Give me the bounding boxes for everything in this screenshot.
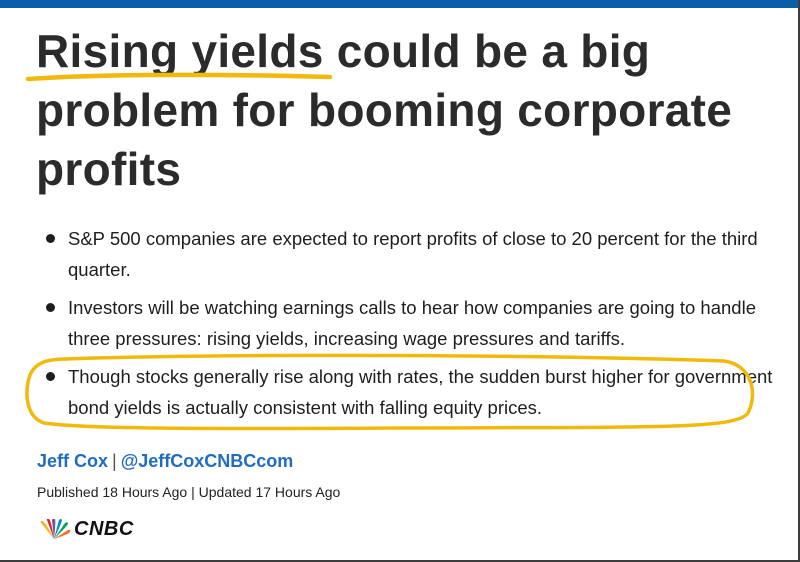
cnbc-wordmark: CNBC	[74, 518, 134, 540]
byline: Jeff Cox | @JeffCoxCNBCcom	[37, 451, 293, 472]
timestamps: Published 18 Hours Ago | Updated 17 Hour…	[37, 484, 340, 500]
headline-underlined-phrase: Rising yields	[25, 22, 333, 82]
key-point-text: Investors will be watching earnings call…	[68, 297, 756, 349]
frame-border-right	[798, 0, 800, 562]
key-point-text: S&P 500 companies are expected to report…	[68, 228, 758, 280]
author-twitter-link[interactable]: @JeffCoxCNBCcom	[120, 451, 294, 471]
bullet-dot-icon	[46, 234, 55, 243]
yellow-underline-annotation	[25, 72, 333, 82]
headline: Rising yields could be a big problem for…	[25, 22, 788, 199]
key-point-text: Though stocks generally rise along with …	[68, 366, 773, 418]
bullet-dot-icon	[46, 303, 55, 312]
timestamp-separator: |	[191, 484, 195, 500]
top-bar	[0, 0, 800, 8]
key-point-highlighted: Though stocks generally rise along with …	[42, 361, 792, 423]
key-point: Investors will be watching earnings call…	[42, 292, 792, 354]
key-points-list: S&P 500 companies are expected to report…	[42, 223, 792, 423]
bullet-dot-icon	[46, 372, 55, 381]
nbc-peacock-icon	[40, 518, 71, 539]
published-time: Published 18 Hours Ago	[37, 484, 188, 500]
headline-text: could be a big problem for booming corpo…	[36, 25, 733, 195]
headline-underlined-text: Rising yields	[36, 25, 324, 77]
cnbc-logo: CNBC	[36, 518, 134, 541]
key-point: S&P 500 companies are expected to report…	[42, 223, 792, 285]
yellow-circle-annotation	[25, 353, 755, 431]
byline-separator: |	[112, 451, 117, 471]
frame-border-bottom	[0, 560, 800, 562]
author-link[interactable]: Jeff Cox	[37, 451, 109, 471]
updated-time: Updated 17 Hours Ago	[198, 484, 341, 500]
